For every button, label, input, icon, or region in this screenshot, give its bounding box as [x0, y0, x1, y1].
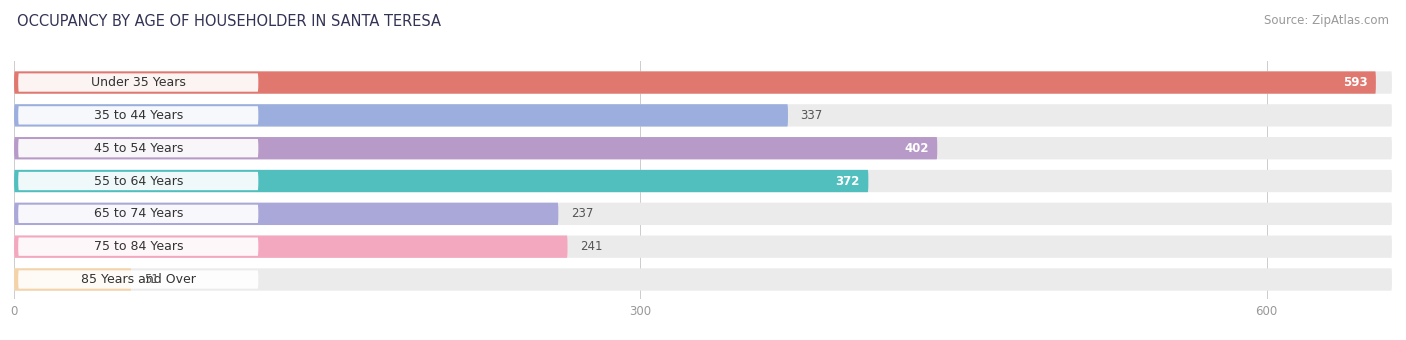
FancyBboxPatch shape [14, 236, 568, 258]
Text: 372: 372 [835, 174, 860, 188]
FancyBboxPatch shape [14, 137, 1392, 159]
FancyBboxPatch shape [14, 170, 1392, 192]
Text: 75 to 84 Years: 75 to 84 Years [94, 240, 183, 253]
Text: OCCUPANCY BY AGE OF HOUSEHOLDER IN SANTA TERESA: OCCUPANCY BY AGE OF HOUSEHOLDER IN SANTA… [17, 14, 441, 29]
FancyBboxPatch shape [14, 137, 938, 159]
FancyBboxPatch shape [18, 238, 259, 256]
FancyBboxPatch shape [18, 270, 259, 289]
Text: 237: 237 [571, 207, 593, 220]
FancyBboxPatch shape [18, 73, 259, 92]
FancyBboxPatch shape [14, 236, 1392, 258]
FancyBboxPatch shape [14, 268, 131, 291]
FancyBboxPatch shape [14, 71, 1376, 94]
FancyBboxPatch shape [14, 268, 1392, 291]
FancyBboxPatch shape [14, 170, 869, 192]
Text: 337: 337 [800, 109, 823, 122]
FancyBboxPatch shape [18, 172, 259, 190]
Text: Source: ZipAtlas.com: Source: ZipAtlas.com [1264, 14, 1389, 27]
Text: 85 Years and Over: 85 Years and Over [80, 273, 195, 286]
Text: 65 to 74 Years: 65 to 74 Years [94, 207, 183, 220]
Text: 241: 241 [581, 240, 603, 253]
Text: 45 to 54 Years: 45 to 54 Years [94, 142, 183, 155]
FancyBboxPatch shape [18, 139, 259, 157]
Text: 35 to 44 Years: 35 to 44 Years [94, 109, 183, 122]
Text: 402: 402 [904, 142, 929, 155]
FancyBboxPatch shape [14, 203, 1392, 225]
FancyBboxPatch shape [14, 104, 787, 126]
FancyBboxPatch shape [18, 205, 259, 223]
FancyBboxPatch shape [18, 106, 259, 124]
Text: 51: 51 [143, 273, 159, 286]
FancyBboxPatch shape [14, 104, 1392, 126]
FancyBboxPatch shape [14, 203, 558, 225]
FancyBboxPatch shape [14, 71, 1392, 94]
Text: Under 35 Years: Under 35 Years [91, 76, 186, 89]
Text: 55 to 64 Years: 55 to 64 Years [94, 174, 183, 188]
Text: 593: 593 [1343, 76, 1368, 89]
